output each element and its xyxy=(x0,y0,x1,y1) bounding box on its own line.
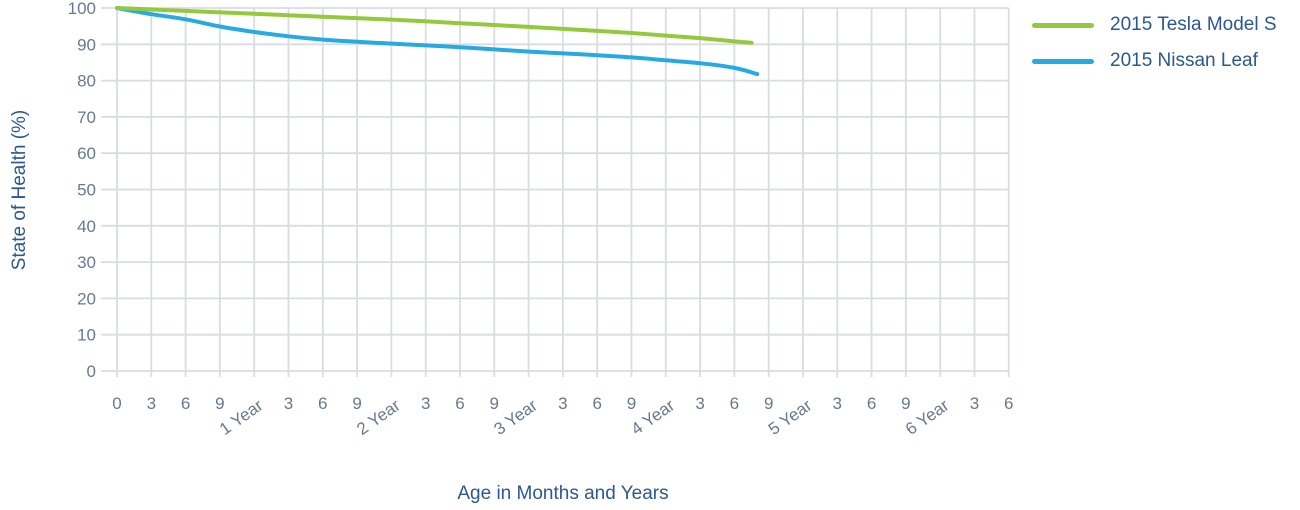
x-tick-label: 6 xyxy=(592,394,601,413)
x-axis-title: Age in Months and Years xyxy=(457,483,669,504)
x-tick-label: 6 xyxy=(730,394,739,413)
x-tick-label: 3 xyxy=(970,394,979,413)
x-tick-label: 3 xyxy=(147,394,156,413)
x-tick-label: 6 xyxy=(867,394,876,413)
tesla-series-label: 2015 Tesla Model S xyxy=(1110,14,1277,35)
x-tick-label: 3 xyxy=(695,394,704,413)
series-line-2015-tesla-model-s[interactable] xyxy=(115,6,754,45)
y-tick-label: 20 xyxy=(77,289,96,308)
x-tick-label: 9 xyxy=(490,394,499,413)
series-line-2015-nissan-leaf[interactable] xyxy=(115,6,760,77)
y-tick-label: 50 xyxy=(77,181,96,200)
x-tick-label: 3 xyxy=(833,394,842,413)
y-tick-label: 80 xyxy=(77,72,96,91)
y-tick-label: 70 xyxy=(77,108,96,127)
x-tick-label: 9 xyxy=(627,394,636,413)
y-axis-title: State of Health (%) xyxy=(9,109,30,271)
tesla-series-swatch xyxy=(1032,22,1094,28)
legend-item-nissan-leaf[interactable]: 2015 Nissan Leaf xyxy=(1032,49,1277,73)
y-tick-label: 10 xyxy=(77,326,96,345)
y-tick-label: 90 xyxy=(77,35,96,54)
x-tick-label: 3 xyxy=(558,394,567,413)
x-tick-label: 6 xyxy=(181,394,190,413)
y-tick-label: 0 xyxy=(87,362,96,381)
x-tick-label: 9 xyxy=(352,394,361,413)
x-tick-label: 9 xyxy=(215,394,224,413)
leaf-series-label: 2015 Nissan Leaf xyxy=(1110,50,1258,71)
x-tick-label: 6 xyxy=(318,394,327,413)
x-tick-label: 6 xyxy=(455,394,464,413)
x-tick-label: 0 xyxy=(112,394,121,413)
y-tick-label: 60 xyxy=(77,144,96,163)
x-tick-label: 9 xyxy=(764,394,773,413)
x-tick-label: 3 xyxy=(284,394,293,413)
legend: 2015 Tesla Model S 2015 Nissan Leaf xyxy=(1032,13,1277,73)
y-tick-label: 40 xyxy=(77,217,96,236)
leaf-series-swatch xyxy=(1032,58,1094,64)
x-tick-label: 6 xyxy=(1004,394,1013,413)
x-tick-label: 9 xyxy=(901,394,910,413)
y-tick-label: 30 xyxy=(77,253,96,272)
legend-item-tesla-model-s[interactable]: 2015 Tesla Model S xyxy=(1032,13,1277,37)
y-tick-label: 100 xyxy=(68,0,96,18)
x-tick-label: 3 xyxy=(421,394,430,413)
